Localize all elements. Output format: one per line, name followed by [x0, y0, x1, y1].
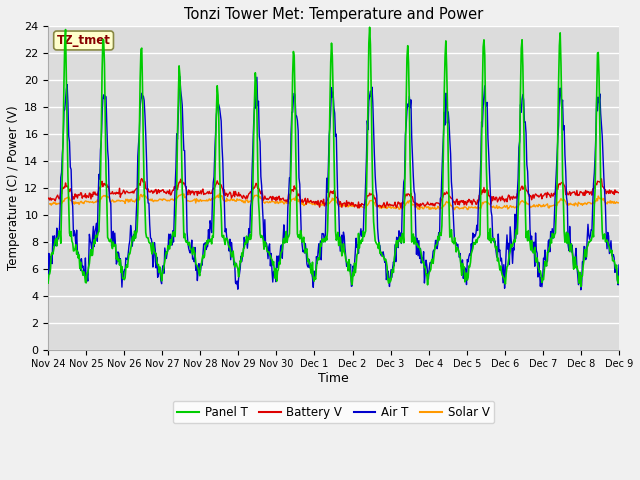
Air T: [176, 73, 184, 79]
Battery V: [54, 194, 62, 200]
Air T: [615, 262, 623, 268]
Panel T: [44, 280, 52, 286]
Title: Tonzi Tower Met: Temperature and Power: Tonzi Tower Met: Temperature and Power: [184, 7, 483, 22]
Panel T: [202, 242, 209, 248]
Battery V: [202, 191, 210, 196]
Solar V: [615, 200, 623, 205]
Line: Solar V: Solar V: [48, 193, 619, 210]
Solar V: [113, 197, 121, 203]
Solar V: [451, 207, 458, 213]
Panel T: [113, 251, 121, 257]
Battery V: [398, 205, 406, 211]
Line: Air T: Air T: [48, 76, 619, 290]
Legend: Panel T, Battery V, Air T, Solar V: Panel T, Battery V, Air T, Solar V: [173, 401, 494, 423]
Solar V: [404, 198, 412, 204]
Solar V: [172, 195, 179, 201]
Air T: [54, 236, 62, 242]
Solar V: [420, 204, 428, 210]
Panel T: [577, 284, 585, 289]
Air T: [577, 287, 585, 293]
Air T: [172, 183, 179, 189]
Line: Battery V: Battery V: [48, 179, 619, 208]
Line: Panel T: Panel T: [48, 27, 619, 287]
Panel T: [366, 24, 374, 30]
Battery V: [421, 203, 429, 209]
Solar V: [54, 201, 62, 206]
Battery V: [138, 176, 146, 181]
Solar V: [202, 198, 209, 204]
Panel T: [404, 43, 412, 48]
Air T: [113, 259, 121, 264]
Battery V: [615, 190, 623, 196]
Battery V: [44, 196, 52, 202]
Battery V: [113, 191, 121, 196]
Panel T: [172, 234, 179, 240]
Solar V: [216, 191, 223, 196]
Air T: [420, 280, 428, 286]
Panel T: [54, 234, 62, 240]
Panel T: [615, 274, 623, 279]
Text: TZ_tmet: TZ_tmet: [57, 34, 111, 47]
Y-axis label: Temperature (C) / Power (V): Temperature (C) / Power (V): [7, 106, 20, 270]
Air T: [44, 279, 52, 285]
Battery V: [404, 191, 412, 197]
Panel T: [420, 264, 428, 270]
Solar V: [44, 201, 52, 207]
Air T: [404, 101, 412, 107]
X-axis label: Time: Time: [318, 372, 349, 385]
Battery V: [172, 183, 180, 189]
Air T: [202, 247, 210, 252]
